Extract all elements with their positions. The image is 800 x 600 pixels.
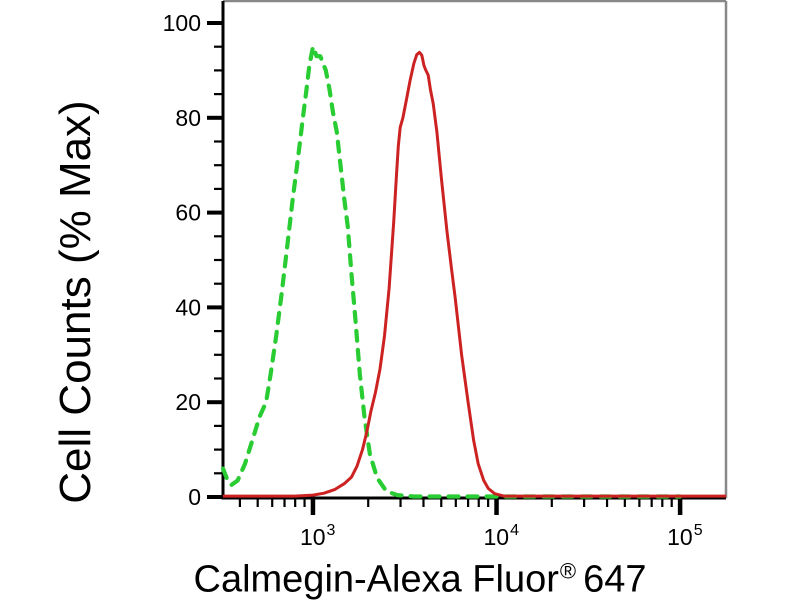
dashed-green-curve <box>220 44 683 499</box>
x-axis-label-text: Calmegin-Alexa Fluor <box>193 558 559 600</box>
y-tick-label: 100 <box>163 10 201 36</box>
y-tick-label: 60 <box>175 200 201 226</box>
y-tick-label: 80 <box>175 105 201 131</box>
y-tick-label: 40 <box>175 294 201 320</box>
y-axis-label: Cell Counts (% Max) <box>51 100 100 504</box>
x-tick-label: 103 <box>300 522 336 550</box>
x-axis-label-number: 647 <box>583 558 647 600</box>
registered-trademark-icon: ® <box>559 558 577 584</box>
x-tick-label: 105 <box>667 522 703 550</box>
x-tick-label: 104 <box>484 522 520 550</box>
y-tick-label: 20 <box>175 389 201 415</box>
x-axis-label: Calmegin-Alexa Fluor® 647 <box>194 559 647 600</box>
solid-red-curve <box>223 50 726 498</box>
y-tick-label: 0 <box>188 484 201 510</box>
